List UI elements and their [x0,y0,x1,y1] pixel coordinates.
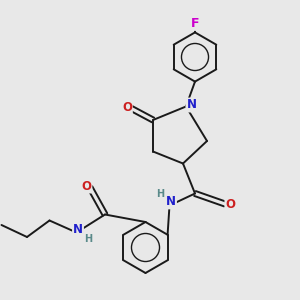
Text: O: O [81,179,92,193]
Text: N: N [166,195,176,208]
Text: N: N [73,223,83,236]
Text: H: H [84,233,92,244]
Text: O: O [225,197,236,211]
Text: F: F [191,17,199,30]
Text: H: H [156,189,165,199]
Text: N: N [186,98,197,112]
Text: O: O [122,101,132,114]
